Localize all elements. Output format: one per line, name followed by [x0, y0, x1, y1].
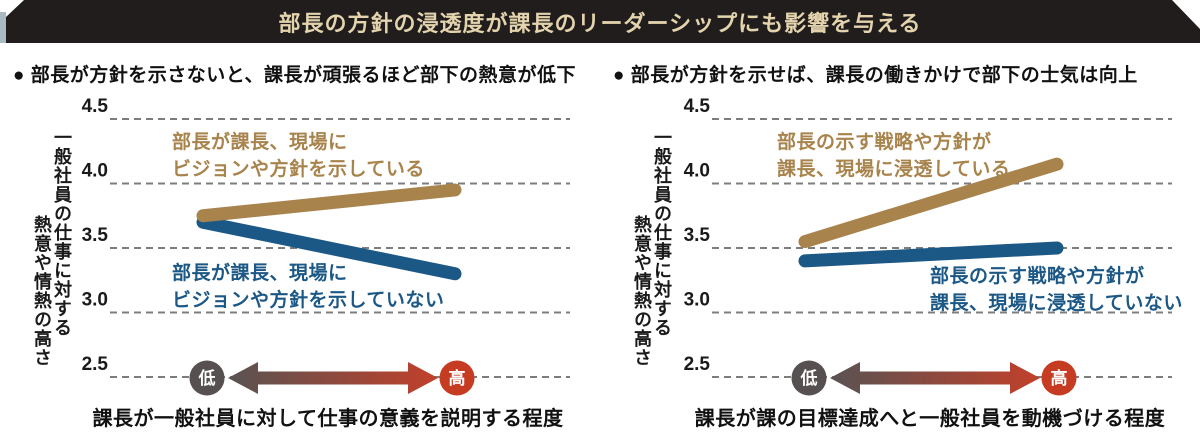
y-tick-label: 3.0 [82, 290, 108, 311]
data-line [196, 215, 462, 281]
left-chart-blue-series-label: 部長が課長、現場に ビジョンや方針を示していない [172, 261, 444, 314]
left-chart-subtitle: ● 部長が方針を示さないと、課長が頑張るほど部下の熱意が低下 [13, 65, 576, 86]
low-circle [791, 360, 827, 396]
series-label-line: 部長の示す戦略や方針が [930, 266, 1145, 287]
right-chart-subtitle: ● 部長が方針を示せば、課長の働きかけで部下の士気は向上 [613, 65, 1138, 86]
y-tick-label: 2.5 [82, 354, 109, 375]
series-label-line: 部長が課長、現場に [172, 263, 348, 284]
low-circle-label: 低 [198, 368, 216, 388]
low-circle-label: 低 [800, 368, 818, 388]
data-line [798, 241, 1064, 268]
low-high-arrow [830, 362, 1040, 394]
right-x-axis-label: 課長が課の目標達成へと一般社員を動機づける程度 [694, 408, 1166, 430]
high-circle [1041, 360, 1077, 396]
left-chart-plot: 4.5 4.0 3.5 3.0 2.5 低 高 [82, 96, 570, 396]
series-label-line: ビジョンや方針を示している [172, 158, 425, 180]
right-chart-plot: 4.5 4.0 3.5 3.0 2.5 低 高 [684, 96, 1172, 396]
data-line [798, 157, 1064, 249]
series-label-line: 部長が課長、現場に [172, 132, 348, 153]
high-circle-label: 高 [449, 368, 466, 388]
series-label-line: ビジョンや方針を示していない [172, 289, 445, 311]
left-y-axis-title-line1: 一般社員の仕事に対する [52, 128, 72, 337]
data-line [196, 183, 462, 223]
series-label-line: 課長、現場に浸透していない [930, 292, 1183, 314]
y-tick-label: 3.5 [82, 225, 109, 246]
title-banner: 部長の方針の浸透度が課長のリーダーシップにも影響を与える [6, 0, 1200, 43]
page-title: 部長の方針の浸透度が課長のリーダーシップにも影響を与える [278, 10, 922, 36]
series-label-line: 部長の示す戦略や方針が [777, 132, 992, 153]
y-tick-label: 4.5 [82, 96, 109, 117]
left-x-axis-label: 課長が一般社員に対して仕事の意義を説明する程度 [92, 408, 564, 430]
left-y-axis-title-line2: 熱意や情熱の高さ [32, 215, 52, 367]
low-circle [189, 360, 225, 396]
low-high-arrow [228, 362, 438, 394]
left-chart-brown-series-label: 部長が課長、現場に ビジョンや方針を示している [172, 130, 425, 183]
high-circle [439, 360, 475, 396]
y-tick-label: 4.0 [684, 161, 710, 182]
y-tick-label: 3.0 [684, 290, 710, 311]
high-circle-label: 高 [1051, 368, 1068, 388]
right-chart-blue-series-label: 部長の示す戦略や方針が 課長、現場に浸透していない [930, 264, 1183, 317]
page-edge-decoration [0, 12, 6, 43]
right-y-axis-title-line1: 一般社員の仕事に対する [652, 128, 672, 337]
y-tick-label: 3.5 [684, 225, 711, 246]
right-chart-brown-series-label: 部長の示す戦略や方針が 課長、現場に浸透している [777, 130, 1010, 183]
y-tick-label: 4.5 [684, 96, 711, 117]
right-y-axis-title-line2: 熱意や情熱の高さ [632, 215, 652, 367]
y-tick-label: 2.5 [684, 354, 711, 375]
y-tick-label: 4.0 [82, 161, 108, 182]
series-label-line: 課長、現場に浸透している [777, 158, 1011, 180]
